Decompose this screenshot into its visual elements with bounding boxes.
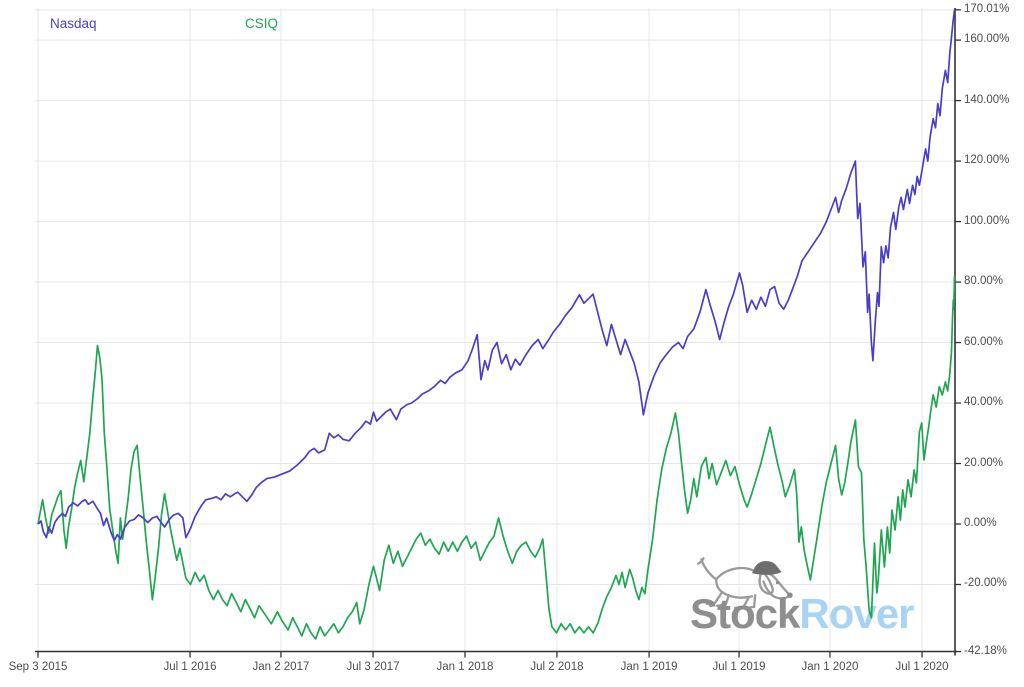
stockrover-logo-text: StockRover [690, 590, 914, 638]
logo-text-rover: Rover [799, 590, 914, 637]
stockrover-dog-icon [697, 557, 793, 610]
stockrover-watermark: StockRover [688, 550, 918, 645]
dog-hat [752, 561, 782, 575]
dog-nose [787, 592, 793, 598]
dog-eye [775, 581, 779, 585]
series-line-csiq [37, 275, 956, 640]
logo-text-stock: Stock [690, 590, 800, 637]
series-line-nasdaq [37, 9, 956, 542]
